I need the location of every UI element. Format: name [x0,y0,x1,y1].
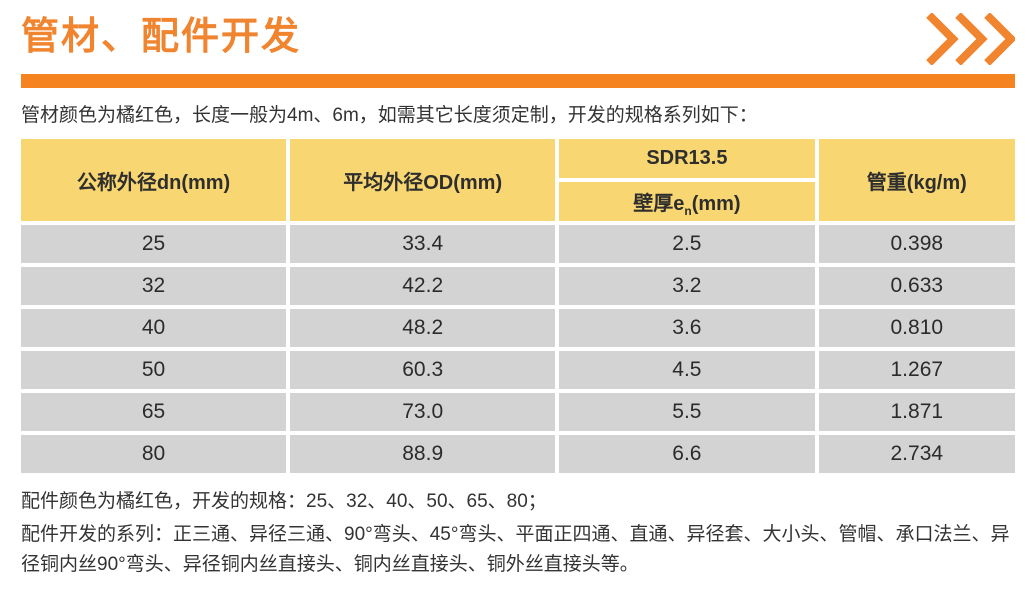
col-header-mean-od: 平均外径OD(mm) [290,139,556,221]
table-cell: 0.633 [818,267,1015,305]
table-cell: 60.3 [290,351,556,389]
table-cell: 65 [21,393,287,431]
table-cell: 33.4 [290,225,556,263]
triple-chevron-right-icon [926,13,1015,65]
table-cell: 1.267 [818,351,1015,389]
table-cell: 3.2 [559,267,815,305]
pipe-spec-table: 公称外径dn(mm) 平均外径OD(mm) SDR13.5 管重(kg/m) 壁… [17,135,1019,477]
table-cell: 25 [21,225,287,263]
table-row: 80 88.9 6.6 2.734 [21,435,1015,473]
fittings-specs-text: 配件颜色为橘红色，开发的规格：25、32、40、50、65、80； [21,491,547,512]
table-cell: 88.9 [290,435,556,473]
col-header-weight: 管重(kg/m) [818,139,1015,221]
table-header-row-1: 公称外径dn(mm) 平均外径OD(mm) SDR13.5 管重(kg/m) [21,139,1015,221]
table-row: 32 42.2 3.2 0.633 [21,267,1015,305]
table-cell: 50 [21,351,287,389]
table-cell: 0.810 [818,309,1015,347]
table-row: 50 60.3 4.5 1.267 [21,351,1015,389]
table-row: 25 33.4 2.5 0.398 [21,225,1015,263]
col-header-nominal-od: 公称外径dn(mm) [21,139,287,221]
table-cell: 42.2 [290,267,556,305]
table-cell: 0.398 [818,225,1015,263]
table-cell: 73.0 [290,393,556,431]
page-title: 管材、配件开发 [21,16,302,59]
col-header-sdr: SDR13.5 [559,139,815,178]
table-row: 40 48.2 3.6 0.810 [21,309,1015,347]
page-header: 管材、配件开发 [21,0,1015,66]
table-cell: 3.6 [559,309,815,347]
col-header-wall-thickness: 壁厚en(mm) [559,182,815,221]
fittings-series-text: 配件开发的系列：正三通、异径三通、90°弯头、45°弯头、平面正四通、直通、异径… [21,524,1010,575]
table-cell: 80 [21,435,287,473]
table-cell: 5.5 [559,393,815,431]
table-cell: 1.871 [818,393,1015,431]
table-cell: 32 [21,267,287,305]
title-divider-bar [21,74,1015,88]
table-cell: 6.6 [559,435,815,473]
wall-thickness-label: 壁厚e [633,193,685,215]
intro-text: 管材颜色为橘红色，长度一般为4m、6m，如需其它长度须定制，开发的规格系列如下： [21,105,758,126]
table-cell: 48.2 [290,309,556,347]
table-header: 公称外径dn(mm) 平均外径OD(mm) SDR13.5 管重(kg/m) 壁… [21,139,1015,221]
table-cell: 4.5 [559,351,815,389]
table-cell: 2.734 [818,435,1015,473]
table-cell: 40 [21,309,287,347]
wall-thickness-unit: (mm) [691,193,741,215]
page: 管材、配件开发 管材颜色为橘红色，长度一般为4m、6m，如需其它长度须定制，开发… [17,0,1019,575]
table-row: 65 73.0 5.5 1.871 [21,393,1015,431]
wall-thickness-subscript: n [684,204,692,218]
table-header-row-2: 壁厚en(mm) [21,182,1015,221]
table-cell: 2.5 [559,225,815,263]
table-body: 25 33.4 2.5 0.398 32 42.2 3.2 0.633 40 4… [21,225,1015,473]
